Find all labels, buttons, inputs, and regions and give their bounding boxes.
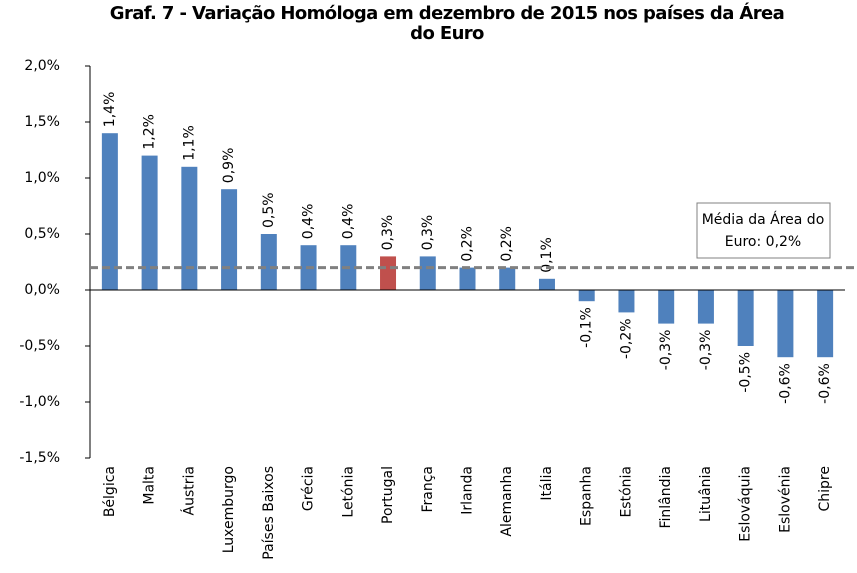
bar [181, 166, 198, 290]
bar [499, 267, 516, 290]
annotation-box [696, 202, 831, 259]
x-tick-label: Áustria [180, 466, 197, 515]
value-label: -0,6% [777, 363, 793, 404]
value-label: -0,3% [658, 330, 674, 371]
chart-title: Graf. 7 - Variação Homóloga em dezembro … [109, 3, 785, 44]
value-label: 1,2% [142, 114, 158, 150]
x-tick-label: Chipre [817, 466, 833, 512]
bar [658, 290, 675, 324]
value-label: 0,3% [380, 215, 396, 251]
x-tick-label: Bélgica [102, 466, 118, 517]
value-label: 0,4% [301, 204, 317, 240]
x-tick-label: Finlândia [658, 466, 674, 529]
annotation-text: Euro: 0,2% [725, 234, 801, 250]
bar [101, 133, 118, 290]
bar [221, 189, 238, 290]
y-tick-label: 1,0% [24, 170, 60, 186]
bar [578, 290, 595, 302]
x-tick-label: Itália [539, 466, 555, 501]
y-tick-label: 0,0% [24, 282, 60, 298]
value-label: 0,1% [539, 237, 555, 273]
y-tick-label: -0,5% [19, 338, 60, 354]
x-tick-label: Países Baixos [261, 466, 277, 560]
x-tick-label: Malta [142, 466, 158, 505]
value-label: -0,1% [579, 307, 595, 348]
x-tick-label: Lituânia [698, 466, 714, 522]
y-tick-label: 2,0% [24, 58, 60, 74]
bar [777, 290, 794, 358]
bar [459, 267, 476, 290]
y-tick-label: -1,0% [19, 394, 60, 410]
value-label: 0,9% [221, 148, 237, 184]
bar [618, 290, 635, 313]
y-tick-label: -1,5% [19, 450, 60, 466]
bar [380, 256, 397, 290]
y-tick-label: 0,5% [24, 226, 60, 242]
value-label: 1,4% [102, 92, 118, 128]
bar [419, 256, 436, 290]
value-label: 1,1% [181, 125, 197, 161]
value-label: 0,4% [340, 204, 356, 240]
value-label: 0,2% [460, 226, 476, 262]
annotation-text: Média da Área do [702, 211, 825, 228]
x-tick-label: Espanha [579, 466, 595, 526]
value-label: -0,6% [817, 363, 833, 404]
value-label: -0,2% [618, 318, 634, 359]
x-tick-label: Eslováquia [738, 466, 754, 542]
bar [737, 290, 754, 346]
x-tick-label: Alemanha [499, 466, 515, 537]
value-label: 0,5% [261, 192, 277, 228]
x-tick-label: França [420, 466, 436, 513]
value-label: 0,2% [499, 226, 515, 262]
bar [260, 234, 277, 290]
value-label: -0,3% [698, 330, 714, 371]
x-tick-label: Letónia [340, 466, 356, 518]
x-tick-label: Portugal [380, 466, 396, 524]
x-tick-label: Luxemburgo [221, 466, 237, 553]
x-tick-label: Estónia [618, 466, 634, 518]
value-label: 0,3% [420, 215, 436, 251]
y-tick-label: 1,5% [24, 114, 60, 130]
bar [538, 278, 555, 290]
bar [817, 290, 834, 358]
x-tick-label: Grécia [301, 466, 317, 511]
x-tick-label: Eslovénia [777, 466, 793, 533]
value-label: -0,5% [738, 352, 754, 393]
bar [141, 155, 158, 290]
bar [697, 290, 714, 324]
x-tick-label: Irlanda [460, 466, 476, 515]
